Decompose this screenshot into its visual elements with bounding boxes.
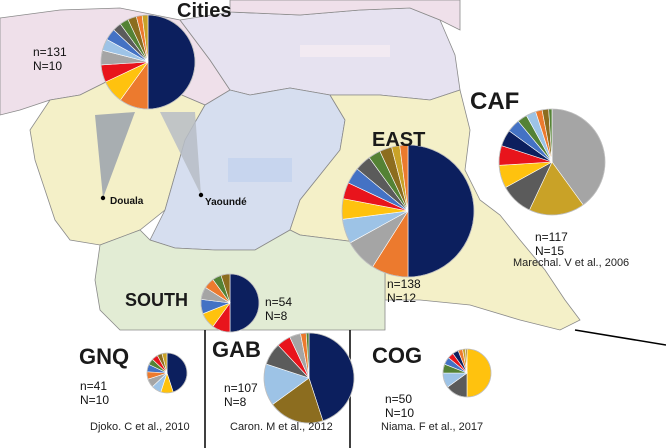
lake-highlight bbox=[228, 158, 292, 182]
callout-yaounde bbox=[160, 112, 201, 195]
city-markers: Douala Yaoundé bbox=[100, 192, 247, 208]
label-east: EAST bbox=[372, 129, 425, 151]
city-dot-yaounde bbox=[198, 192, 204, 198]
label-south-N: N=8 bbox=[265, 309, 288, 323]
pie-outline-caf bbox=[498, 108, 606, 216]
city-label-yaounde: Yaoundé bbox=[205, 197, 247, 208]
pie-cities bbox=[100, 14, 196, 110]
city-dot-douala bbox=[100, 195, 106, 201]
pie-east bbox=[341, 144, 475, 278]
pie-outline-south bbox=[200, 273, 260, 333]
label-caf-n: n=117 bbox=[535, 230, 568, 244]
citation-cog: Niama. F et al., 2017 bbox=[381, 421, 483, 433]
pie-outline-cog bbox=[442, 348, 492, 398]
border-cog-caf bbox=[574, 329, 666, 346]
label-gnq-N: N=10 bbox=[80, 393, 109, 407]
label-cities: Cities bbox=[177, 0, 231, 22]
citation-gab: Caron. M et al., 2012 bbox=[230, 421, 333, 433]
citation-gnq: Djoko. C et al., 2010 bbox=[90, 421, 190, 433]
region-far-north bbox=[229, 0, 461, 31]
label-caf-N: N=15 bbox=[535, 244, 564, 258]
pie-outline-gab bbox=[263, 332, 355, 424]
label-gab: GAB bbox=[212, 337, 261, 362]
label-cog-n: n=50 bbox=[385, 392, 412, 406]
label-cities-N: N=10 bbox=[33, 59, 62, 73]
label-cog: COG bbox=[372, 343, 422, 368]
pie-outline-cities bbox=[100, 14, 196, 110]
cities-callout bbox=[95, 112, 201, 198]
label-east-N: N=12 bbox=[387, 291, 416, 305]
label-south: SOUTH bbox=[125, 290, 188, 310]
label-gnq: GNQ bbox=[79, 344, 129, 369]
label-gab-N: N=8 bbox=[224, 395, 247, 409]
city-label-douala: Douala bbox=[110, 196, 144, 207]
callout-douala bbox=[95, 112, 135, 198]
label-caf: CAF bbox=[470, 88, 519, 115]
pie-outline-east bbox=[341, 144, 475, 278]
label-cog-N: N=10 bbox=[385, 406, 414, 420]
label-cities-n: n=131 bbox=[33, 45, 67, 59]
pie-outline-gnq bbox=[146, 352, 188, 394]
label-east-n: n=138 bbox=[387, 277, 421, 291]
label-south-n: n=54 bbox=[265, 295, 292, 309]
north-highlight bbox=[300, 45, 390, 57]
label-gab-n: n=107 bbox=[224, 381, 258, 395]
pie-gab bbox=[263, 332, 355, 424]
pie-gnq bbox=[146, 352, 188, 394]
label-gnq-n: n=41 bbox=[80, 379, 107, 393]
pie-caf bbox=[498, 108, 606, 216]
pie-south bbox=[200, 273, 260, 333]
citation-caf: Marechal. V et al., 2006 bbox=[513, 257, 629, 269]
pie-slice-cog-0 bbox=[466, 348, 492, 398]
pie-cog bbox=[442, 348, 492, 398]
